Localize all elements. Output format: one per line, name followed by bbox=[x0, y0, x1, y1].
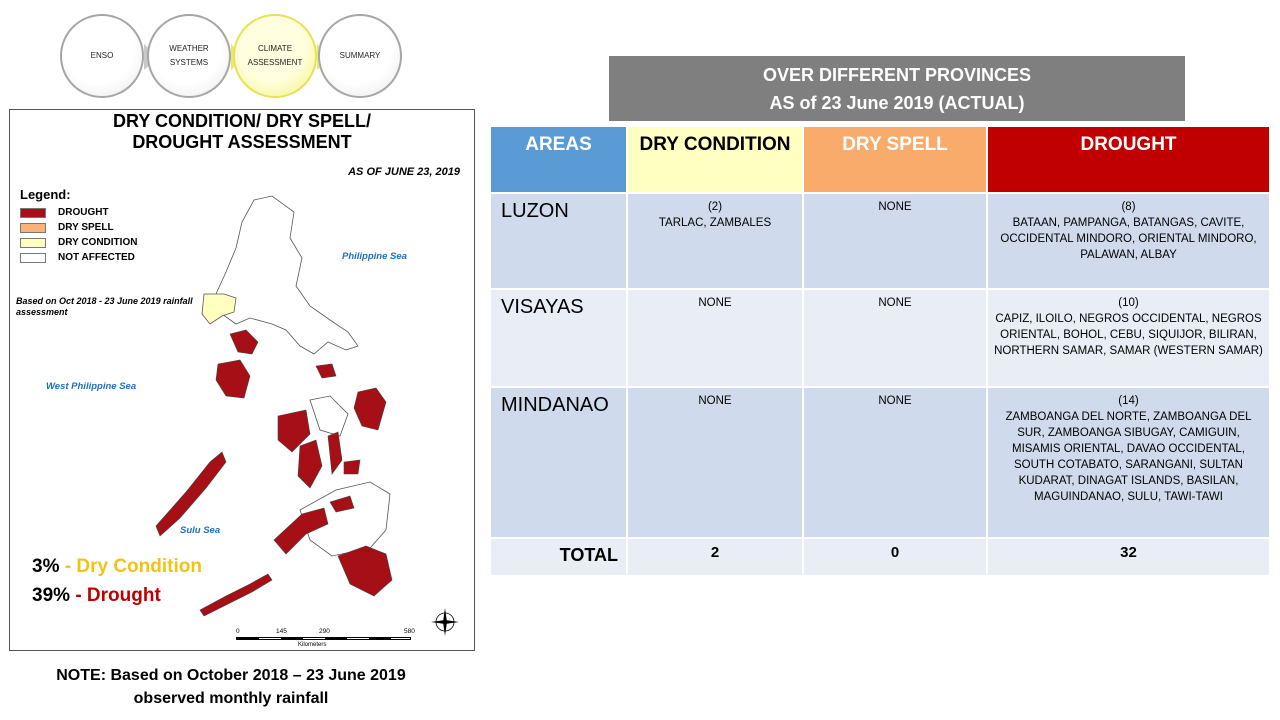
map-region-drought-luzon bbox=[229, 329, 259, 355]
sea-label-west-philippine: West Philippine Sea bbox=[46, 381, 137, 392]
map-title: DRY CONDITION/ DRY SPELL/ DROUGHT ASSESS… bbox=[112, 111, 372, 152]
area-cell: VISAYAS bbox=[489, 288, 628, 388]
map-scale-bar: 0 145 290 580 Kilometers bbox=[236, 628, 415, 648]
map-region-drought-sulu bbox=[199, 573, 273, 617]
legend-swatch bbox=[20, 237, 46, 248]
compass-rose-icon bbox=[431, 608, 459, 636]
table-row: VISAYAS NONE NONE (10) CAPIZ, ILOILO, NE… bbox=[489, 288, 1271, 388]
column-header-drought: DROUGHT bbox=[986, 125, 1271, 194]
map-region-drought-bohol bbox=[343, 459, 361, 475]
total-dry-spell: 0 bbox=[802, 537, 988, 577]
percentage-summary: 3% - Dry Condition 39% - Drought bbox=[32, 552, 202, 610]
legend-item-dry-spell: DRY SPELL bbox=[20, 220, 137, 235]
table-row: MINDANAO NONE NONE (14) ZAMBOANGA DEL NO… bbox=[489, 386, 1271, 539]
legend-swatch bbox=[20, 207, 46, 218]
map-region-drought-palawan bbox=[155, 451, 227, 537]
map-region-drought-misamis bbox=[329, 495, 355, 513]
drought-cell: (14) ZAMBOANGA DEL NORTE, ZAMBOANGA DEL … bbox=[986, 386, 1271, 539]
map-region-drought-panay bbox=[277, 409, 311, 453]
pct-dry-condition: 3% - Dry Condition bbox=[32, 556, 202, 577]
table-header-banner: OVER DIFFERENT PROVINCES AS of 23 June 2… bbox=[609, 56, 1185, 121]
sea-label-sulu: Sulu Sea bbox=[180, 525, 221, 536]
table-header-row: AREAS DRY CONDITION DRY SPELL DROUGHT bbox=[489, 125, 1271, 194]
table-total-row: TOTAL 2 0 32 bbox=[489, 537, 1271, 577]
map-region-drought-mindoro bbox=[215, 359, 251, 399]
column-header-dry-spell: DRY SPELL bbox=[802, 125, 988, 194]
step-summary[interactable]: SUMMARY bbox=[318, 14, 402, 98]
map-region-drought-albay bbox=[315, 363, 337, 379]
map-region-drought-cotabato bbox=[337, 545, 393, 597]
dry-spell-cell: NONE bbox=[802, 288, 988, 388]
legend-item-dry-condition: DRY CONDITION bbox=[20, 235, 137, 250]
area-cell: MINDANAO bbox=[489, 386, 628, 539]
total-label: TOTAL bbox=[489, 537, 628, 577]
area-cell: LUZON bbox=[489, 192, 628, 290]
dry-condition-cell: NONE bbox=[626, 386, 804, 539]
map-region-dry-condition bbox=[201, 293, 237, 325]
drought-cell: (8) BATAAN, PAMPANGA, BATANGAS, CAVITE, … bbox=[986, 192, 1271, 290]
legend-item-drought: DROUGHT bbox=[20, 205, 137, 220]
philippines-map bbox=[155, 195, 393, 617]
dry-condition-cell: NONE bbox=[626, 288, 804, 388]
step-weather-systems[interactable]: WEATHER SYSTEMS bbox=[147, 14, 231, 98]
map-region-drought-zamboanga bbox=[273, 507, 329, 555]
map-basis-note: Based on Oct 2018 - 23 June 2019 rainfal… bbox=[16, 296, 193, 317]
legend-item-not-affected: NOT AFFECTED bbox=[20, 250, 137, 265]
total-dry-condition: 2 bbox=[626, 537, 804, 577]
map-region-drought-samar bbox=[353, 387, 387, 431]
map-region-visayas-white bbox=[309, 395, 349, 437]
drought-cell: (10) CAPIZ, ILOILO, NEGROS OCCIDENTAL, N… bbox=[986, 288, 1271, 388]
table-row: LUZON (2) TARLAC, ZAMBALES NONE (8) BATA… bbox=[489, 192, 1271, 290]
map-region-drought-cebu bbox=[327, 431, 343, 475]
column-header-areas: AREAS bbox=[489, 125, 628, 194]
dry-condition-cell: (2) TARLAC, ZAMBALES bbox=[626, 192, 804, 290]
column-header-dry-condition: DRY CONDITION bbox=[626, 125, 804, 194]
sea-label-philippine: Philippine Sea bbox=[342, 251, 407, 262]
map-as-of-date: AS OF JUNE 23, 2019 bbox=[348, 166, 460, 178]
step-enso[interactable]: ENSO bbox=[60, 14, 144, 98]
provinces-table: AREAS DRY CONDITION DRY SPELL DROUGHT LU… bbox=[489, 125, 1271, 577]
dry-spell-cell: NONE bbox=[802, 386, 988, 539]
legend-swatch bbox=[20, 222, 46, 233]
map-legend: Legend: DROUGHT DRY SPELL DRY CONDITION … bbox=[20, 187, 138, 265]
pct-drought: 39% - Drought bbox=[32, 585, 161, 606]
rainfall-note: NOTE: Based on October 2018 – 23 June 20… bbox=[56, 667, 406, 707]
total-drought: 32 bbox=[986, 537, 1271, 577]
map-region-mindanao-white bbox=[299, 481, 391, 557]
step-climate-assessment[interactable]: CLIMATE ASSESSMENT bbox=[233, 14, 317, 98]
dry-spell-cell: NONE bbox=[802, 192, 988, 290]
map-region-drought-negros bbox=[297, 439, 323, 489]
map-region-luzon bbox=[215, 195, 359, 355]
step-navigation: ENSO WEATHER SYSTEMS CLIMATE ASSESSMENT … bbox=[60, 14, 405, 100]
legend-swatch bbox=[20, 252, 46, 263]
drought-map-panel: DRY CONDITION/ DRY SPELL/ DROUGHT ASSESS… bbox=[9, 109, 475, 651]
